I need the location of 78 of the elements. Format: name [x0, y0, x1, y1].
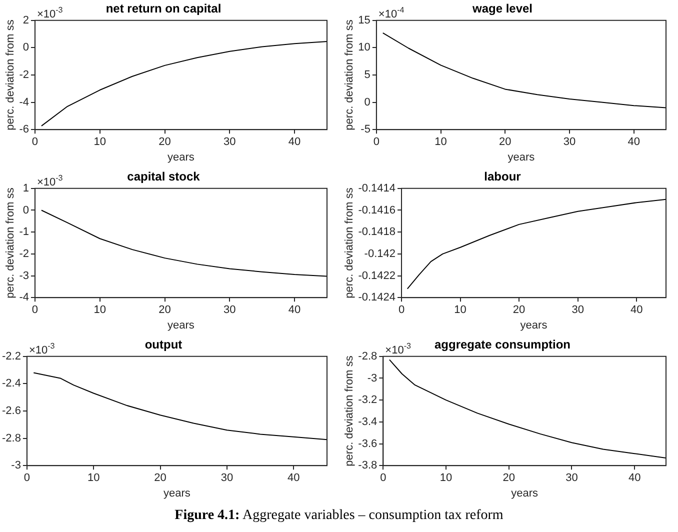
- y-tick-label: -4: [19, 292, 29, 304]
- x-tick-label: 40: [628, 136, 640, 148]
- y-tick-label: -2.2: [2, 350, 21, 362]
- x-axis-title: years: [511, 487, 539, 500]
- x-tick-label: 20: [499, 136, 512, 148]
- x-tick-label: 10: [440, 472, 452, 484]
- y-tick-label: -3: [367, 372, 378, 384]
- y-tick-label: -0.1422: [358, 270, 396, 282]
- caption: Figure 4.1: Aggregate variables – consumption tax reform: [174, 508, 504, 523]
- x-tick-label: 30: [224, 136, 236, 148]
- y-axis-title: perc. deviation from ss: [4, 187, 17, 298]
- y-tick-label: 0: [364, 96, 370, 108]
- x-tick-label: 20: [502, 472, 515, 484]
- x-tick-label: 10: [434, 136, 447, 148]
- y-tick-label: -1: [19, 226, 29, 238]
- y-tick-label: -5: [360, 124, 370, 136]
- y-tick-label: -3.4: [358, 416, 378, 428]
- x-axis-title: years: [168, 151, 195, 164]
- y-axis-title: perc. deviation from ss: [4, 19, 17, 130]
- x-tick-label: 10: [88, 472, 100, 484]
- y-tick-label: -3: [11, 460, 21, 472]
- x-tick-label: 40: [628, 472, 641, 484]
- y-tick-label: -3.6: [358, 438, 378, 450]
- y-tick-label: -2.6: [2, 405, 21, 418]
- x-tick-label: 10: [454, 304, 466, 316]
- y-tick-label: 0: [22, 204, 29, 216]
- x-tick-label: 30: [224, 304, 236, 316]
- y-tick-label: -2.8: [2, 432, 21, 444]
- chart-title: aggregate consumption: [434, 338, 571, 352]
- y-tick-label: 2: [22, 14, 29, 26]
- x-tick-label: 20: [158, 136, 171, 148]
- y-tick-label: -4: [19, 96, 29, 108]
- chart-title: output: [144, 338, 182, 352]
- chart-title: labour: [484, 170, 522, 184]
- chart-title: net return on capital: [106, 2, 222, 16]
- x-tick-label: 10: [94, 304, 106, 316]
- y-tick-label: -0.1424: [358, 292, 396, 304]
- x-tick-label: 40: [288, 136, 301, 148]
- chart-title: capital stock: [127, 170, 200, 184]
- y-tick-label: -0.1416: [358, 204, 396, 216]
- x-axis-title: years: [164, 487, 191, 500]
- x-tick-label: 20: [512, 304, 526, 316]
- y-tick-label: -2: [19, 69, 29, 82]
- y-tick-label: 15: [358, 14, 370, 26]
- y-axis-title: perc. deviation from ss: [344, 355, 356, 466]
- chart-title: wage level: [471, 2, 533, 16]
- x-tick-label: 30: [572, 304, 584, 316]
- y-tick-label: 10: [358, 42, 370, 54]
- x-axis-title: years: [520, 319, 548, 332]
- y-tick-label: -0.1414: [358, 182, 396, 194]
- x-axis-title: years: [508, 151, 536, 164]
- y-tick-label: -2: [19, 248, 29, 260]
- x-tick-label: 20: [154, 472, 166, 484]
- y-tick-label: -0.1418: [358, 226, 396, 238]
- y-tick-label: 0: [22, 42, 29, 54]
- y-tick-label: -2.8: [358, 350, 378, 362]
- x-tick-label: 10: [94, 136, 106, 148]
- y-tick-label: -3: [19, 270, 29, 282]
- x-tick-label: 0: [398, 304, 405, 316]
- x-tick-label: 0: [32, 304, 38, 316]
- x-axis-title: years: [168, 319, 195, 332]
- x-tick-label: 40: [288, 304, 301, 316]
- y-tick-label: 1: [22, 182, 29, 194]
- y-tick-label: -6: [19, 124, 29, 136]
- y-tick-label: -3.2: [358, 394, 378, 406]
- x-tick-label: 30: [563, 136, 576, 148]
- y-tick-label: -0.142: [364, 248, 396, 260]
- y-axis-title: perc. deviation from ss: [344, 187, 356, 298]
- x-tick-label: 40: [630, 304, 643, 316]
- x-tick-label: 30: [220, 472, 234, 484]
- x-tick-label: 40: [288, 472, 300, 484]
- x-tick-label: 30: [566, 472, 578, 484]
- x-tick-label: 0: [32, 136, 38, 148]
- y-axis-title: perc. deviation from ss: [344, 19, 356, 130]
- x-tick-label: 20: [158, 304, 171, 316]
- y-tick-label: -3.8: [358, 460, 378, 472]
- y-tick-label: 5: [364, 69, 370, 82]
- y-tick-label: -2.4: [2, 378, 21, 390]
